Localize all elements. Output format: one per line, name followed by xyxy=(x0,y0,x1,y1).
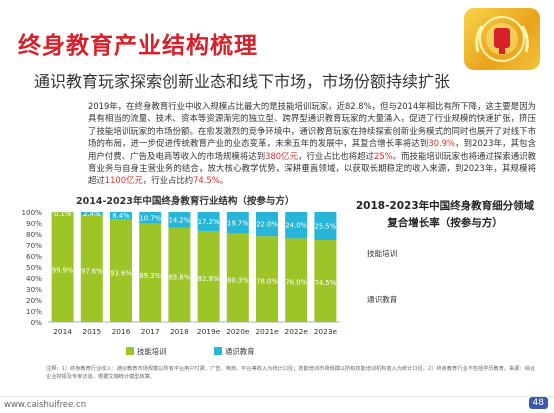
bar-general-education xyxy=(168,212,191,228)
legend-label-general: 通识教育 xyxy=(225,347,255,356)
y-tick-label: 80% xyxy=(26,230,42,239)
y-tick-label: 0% xyxy=(31,318,43,327)
x-tick-label: 2020e xyxy=(226,327,250,336)
data-label-general: 24.0% xyxy=(285,222,307,230)
bar-skill-training xyxy=(51,212,74,322)
bar-general-education xyxy=(256,212,278,237)
y-tick-label: 50% xyxy=(26,263,42,272)
legend-swatch-skill xyxy=(126,347,134,355)
data-label-general: 19.7% xyxy=(227,219,249,227)
bar-skill-training xyxy=(197,230,220,322)
footer-divider xyxy=(0,396,554,397)
right-panel-row-skill: 技能培训 xyxy=(367,249,398,258)
x-tick-label: 2022e xyxy=(285,327,309,336)
bar-general-education xyxy=(110,212,132,220)
x-tick-label: 2021e xyxy=(255,327,279,336)
data-label-general: 6.4% xyxy=(112,212,130,220)
x-tick-label: 2023e xyxy=(314,327,338,336)
bar-general-education xyxy=(80,212,103,215)
y-tick-label: 60% xyxy=(26,252,42,261)
chart-title: 2014-2023年中国终身教育行业结构（按参与方） xyxy=(76,196,295,207)
x-tick-label: 2015 xyxy=(82,327,101,336)
bar-general-education xyxy=(285,212,308,239)
bar-general-education xyxy=(314,212,337,241)
page-number: 48 xyxy=(528,397,548,409)
bar-general-education xyxy=(139,212,162,224)
footnotes: 注释：1）终身教育行业收入：通识教育市场规模以所有平台用户付费、广告、电商、平台… xyxy=(46,366,536,380)
x-tick-label: 2016 xyxy=(112,327,131,336)
y-tick-label: 10% xyxy=(26,307,42,316)
right-panel-row-general: 通识教育 xyxy=(367,295,398,304)
bar-general-education xyxy=(197,212,220,231)
right-panel-title: 2018-2023年中国终身教育细分领域 复合增长率（按参与方） xyxy=(350,198,540,232)
data-label-skill: 85.8% xyxy=(169,274,191,282)
data-label-skill: 80.3% xyxy=(227,276,249,284)
stacked-bar-chart: 0% 10% 20% 30% 40% 50% 60% 70% 80% 90% 100% 99.9% 0.… xyxy=(21,208,340,356)
page-subtitle: 通识教育玩家探索创新业态和线下市场，市场份额持续扩张 xyxy=(34,72,451,91)
body-paragraph: 2019年，在终身教育行业中收入规模占比最大的是技能培训玩家，近82.8%，但与… xyxy=(88,101,537,186)
y-tick-label: 70% xyxy=(26,241,42,250)
data-label-skill: 74.5% xyxy=(315,279,337,287)
wheat-emblem-icon xyxy=(475,16,529,62)
data-label-general: 2.4% xyxy=(83,210,101,218)
bar-general-education xyxy=(226,212,249,234)
legend-label-skill: 技能培训 xyxy=(137,347,167,356)
x-tick-label: 2018 xyxy=(170,327,189,336)
data-label-skill: 82.8% xyxy=(198,275,220,283)
data-label-general: 22.0% xyxy=(256,221,278,229)
data-label-skill: 89.3% xyxy=(139,272,161,280)
y-tick-label: 90% xyxy=(26,219,42,228)
y-tick-label: 40% xyxy=(26,274,42,283)
y-tick-label: 20% xyxy=(26,296,42,305)
bar-skill-training xyxy=(80,214,103,322)
page-title: 终身教育产业结构梳理 xyxy=(18,33,258,59)
legend-swatch-general xyxy=(214,347,222,355)
x-tick-label: 2017 xyxy=(141,327,160,336)
data-label-general: 17.2% xyxy=(198,218,220,226)
data-label-general: 0.1% xyxy=(54,210,72,218)
y-tick-label: 30% xyxy=(26,285,42,294)
bar-skill-training xyxy=(285,238,308,322)
data-label-general: 25.5% xyxy=(315,223,337,231)
data-label-skill: 76.0% xyxy=(285,278,307,286)
bar-skill-training xyxy=(110,219,132,322)
x-tick-label: 2019e xyxy=(197,327,221,336)
right-panel-title-line2: 复合增长率（按参与方） xyxy=(387,217,503,229)
data-label-skill: 97.6% xyxy=(81,268,103,276)
bar-skill-training xyxy=(139,223,162,322)
bar-skill-training xyxy=(168,227,191,322)
brand-logo xyxy=(464,8,540,70)
footer-url: www.caishuifree.cn xyxy=(4,400,87,410)
right-panel-title-line1: 2018-2023年中国终身教育细分领域 xyxy=(355,200,535,212)
data-label-general: 14.2% xyxy=(169,216,191,224)
bar-skill-training xyxy=(256,236,278,322)
x-tick-label: 2014 xyxy=(53,327,72,336)
bar-skill-training xyxy=(314,240,337,322)
data-label-skill: 78.0% xyxy=(256,277,278,285)
bar-skill-training xyxy=(226,233,249,322)
data-label-skill: 99.9% xyxy=(52,267,74,275)
y-tick-label: 100% xyxy=(21,208,42,217)
data-label-general: 10.7% xyxy=(139,214,161,222)
data-label-skill: 93.6% xyxy=(110,270,132,278)
